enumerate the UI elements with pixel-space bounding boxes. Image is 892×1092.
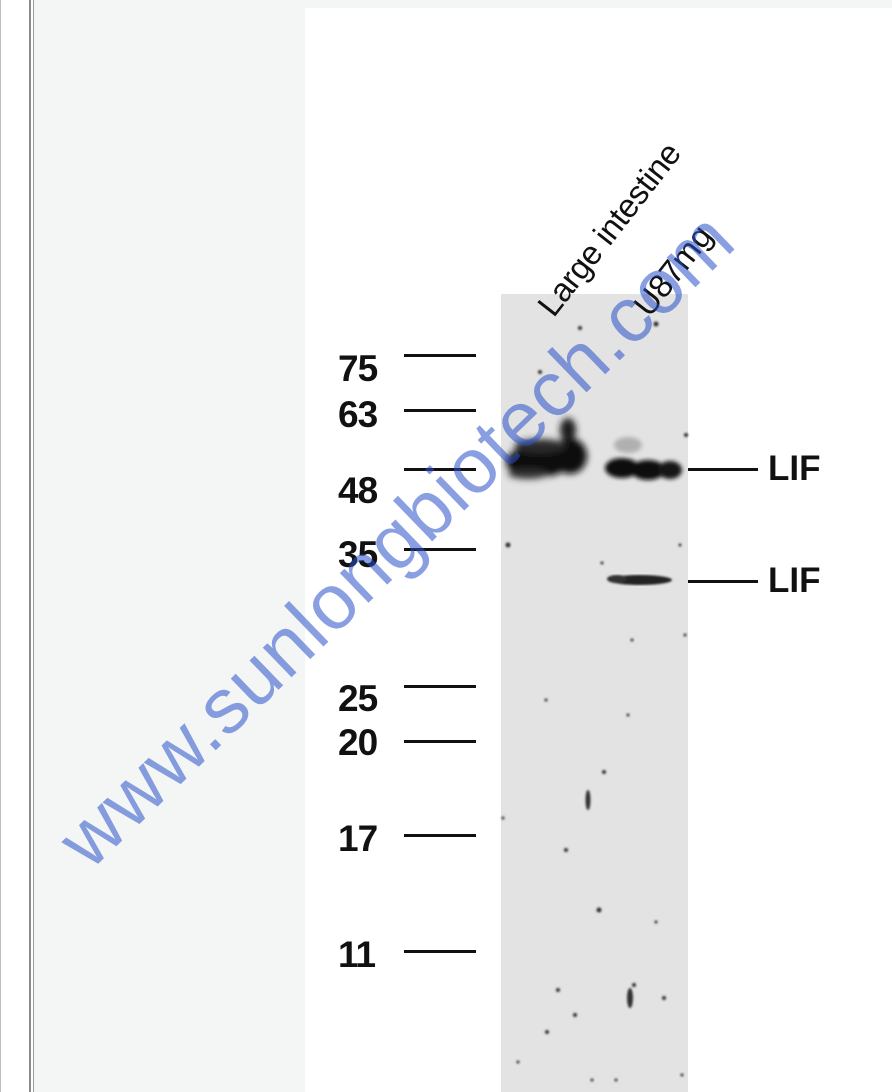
- marker-63: 63: [338, 394, 378, 435]
- marker-75-line: [404, 354, 476, 357]
- marker-20-line: [404, 740, 476, 743]
- marker-17-line: [404, 834, 476, 837]
- band-label-line-lower: [688, 580, 758, 583]
- marker-25-line: [404, 685, 476, 688]
- band-u87mg-lif-lower: [607, 575, 672, 585]
- marker-63-line: [404, 409, 476, 412]
- band-label-line-upper: [688, 468, 758, 471]
- marker-11-line: [404, 950, 476, 953]
- marker-20: 20: [338, 722, 378, 763]
- left-border-line: [29, 0, 31, 1092]
- marker-11: 11: [338, 934, 376, 975]
- band-u87mg-lif-upper: [605, 437, 682, 480]
- marker-75: 75: [338, 348, 378, 389]
- marker-35-line: [404, 548, 476, 551]
- marker-48-line: [404, 468, 476, 471]
- western-blot-membrane: [501, 294, 688, 1092]
- marker-17: 17: [338, 818, 378, 859]
- band-label-lif-lower: LIF: [768, 561, 821, 600]
- band-large-intestine-lif: [506, 418, 587, 479]
- left-border: [0, 0, 34, 1092]
- marker-48: 48: [338, 470, 378, 511]
- blot-speckles: [501, 321, 688, 1082]
- band-label-lif-upper: LIF: [768, 449, 821, 488]
- marker-35: 35: [338, 534, 378, 575]
- marker-25: 25: [338, 678, 378, 719]
